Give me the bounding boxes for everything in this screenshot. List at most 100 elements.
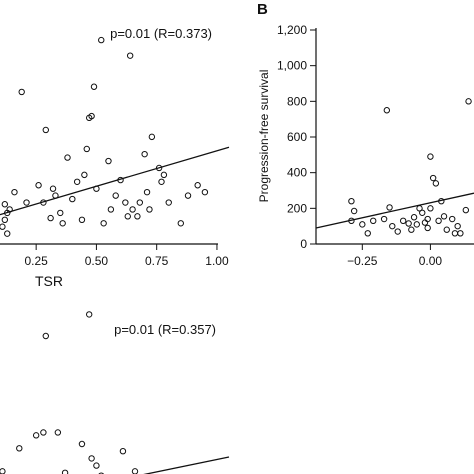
panel-a-x-tick-label: 1.00 bbox=[205, 254, 229, 268]
panel-a-point bbox=[105, 157, 112, 165]
panel-b-point bbox=[427, 205, 434, 212]
panel-c-point bbox=[119, 448, 127, 455]
panel-a-point bbox=[129, 206, 136, 213]
panel-b-point bbox=[449, 215, 456, 223]
panel-b-y-tick-label: 0 bbox=[300, 237, 307, 251]
panel-b-y-tick-label: 600 bbox=[287, 130, 307, 144]
panel-c-point bbox=[32, 432, 40, 439]
panel-a-point bbox=[160, 171, 168, 179]
panel-a-point bbox=[107, 206, 115, 213]
panel-a-point bbox=[122, 199, 129, 206]
panel-a-point bbox=[124, 213, 131, 220]
panel-c: p=0.01 (R=0.357) bbox=[0, 311, 230, 474]
panel-a-point bbox=[158, 178, 165, 185]
panel-a-point bbox=[83, 145, 90, 153]
panel-b-point bbox=[429, 174, 437, 182]
panel-c-point bbox=[54, 429, 62, 436]
panel-b-point bbox=[462, 206, 470, 214]
panel-a-point bbox=[23, 199, 30, 206]
panel-a-point bbox=[69, 195, 76, 203]
panel-a-point bbox=[143, 188, 151, 196]
panel-b-point bbox=[454, 222, 461, 230]
panel-b-point bbox=[435, 217, 442, 225]
panel-c-points bbox=[0, 311, 139, 474]
panel-a-point bbox=[184, 192, 192, 199]
panel-c-point bbox=[98, 472, 104, 474]
panel-b-point bbox=[389, 222, 396, 230]
panel-b-point bbox=[370, 217, 377, 225]
panel-a-point bbox=[88, 112, 95, 120]
panel-b-point bbox=[457, 230, 464, 237]
panel-a-point bbox=[146, 206, 153, 213]
panel-b-y-tick-label: 1,000 bbox=[277, 59, 307, 73]
panel-a-point bbox=[57, 209, 64, 217]
panel-a-point bbox=[100, 220, 107, 227]
panel-b-point bbox=[451, 230, 459, 237]
panel-a-x-ticks: 0.25 0.50 0.75 1.00 bbox=[24, 244, 229, 268]
panel-b-y-tick-label: 1,200 bbox=[277, 23, 307, 37]
panel-a-point bbox=[59, 220, 66, 227]
panel-b-point bbox=[416, 205, 423, 212]
panel-b-x-tick-label: −0.25 bbox=[347, 254, 378, 268]
panel-b-point bbox=[380, 215, 388, 223]
panel-b-letter: B bbox=[257, 1, 268, 18]
panel-c-point bbox=[0, 468, 6, 474]
panel-c-point bbox=[61, 469, 69, 474]
panel-a-point bbox=[0, 223, 6, 230]
panel-a-point bbox=[18, 88, 25, 96]
panel-a-point bbox=[141, 150, 148, 158]
panel-c-stat-label: p=0.01 (R=0.357) bbox=[114, 322, 216, 337]
panel-b-point bbox=[424, 224, 431, 232]
panel-a-point bbox=[1, 216, 9, 224]
panel-b-point bbox=[359, 221, 366, 228]
panel-b-point bbox=[440, 213, 448, 220]
panel-a-point bbox=[201, 188, 209, 196]
panel-a-point bbox=[1, 201, 9, 208]
panel-b-fit-line bbox=[315, 192, 474, 229]
panel-a-fit-line bbox=[0, 146, 230, 216]
panel-b-point bbox=[348, 217, 355, 225]
panel-a-point bbox=[155, 164, 163, 172]
panel-a-point bbox=[165, 199, 172, 206]
panel-a-point bbox=[134, 213, 141, 220]
panel-b-y-label: Progression-free survival bbox=[257, 70, 271, 203]
panel-b-point bbox=[427, 153, 434, 160]
panel-a-x-tick-label: 0.75 bbox=[145, 254, 169, 268]
panel-a-points bbox=[0, 36, 209, 237]
panel-a-stat-label: p=0.01 (R=0.373) bbox=[110, 26, 212, 41]
panel-b-point bbox=[413, 221, 420, 228]
panel-a-point bbox=[4, 209, 11, 217]
panel-b-y-tick-label: 400 bbox=[287, 166, 307, 180]
panel-a-point bbox=[11, 188, 18, 196]
panel-c-point bbox=[93, 462, 100, 469]
panel-b-point bbox=[443, 226, 450, 233]
panel-a-point bbox=[78, 216, 86, 224]
panel-a-point bbox=[35, 182, 42, 189]
panel-b-point bbox=[383, 107, 391, 114]
panel-a-x-tick-label: 0.25 bbox=[24, 254, 48, 268]
panel-b-point bbox=[364, 230, 371, 237]
panel-a-point bbox=[136, 199, 144, 206]
panel-a-point bbox=[49, 185, 57, 192]
panel-b-y-tick-label: 200 bbox=[287, 201, 307, 215]
panel-c-point bbox=[78, 440, 86, 448]
panel-c-point bbox=[42, 332, 49, 340]
panel-c-point bbox=[131, 468, 139, 474]
panel-a-point bbox=[64, 154, 71, 161]
panel-a-point bbox=[52, 192, 59, 199]
panel-a-point bbox=[126, 52, 134, 59]
panel-a-point bbox=[117, 176, 124, 184]
panel-a-point bbox=[47, 214, 54, 222]
panel-b-point bbox=[348, 198, 355, 205]
panel-c-fit-line bbox=[143, 456, 230, 474]
panel-a-point bbox=[93, 185, 100, 192]
panel-b-points bbox=[348, 98, 472, 237]
panel-b-x-tick-label: 0.00 bbox=[419, 254, 443, 268]
panel-a-point bbox=[98, 36, 105, 44]
panel-b-point bbox=[438, 198, 445, 205]
panel-c-point bbox=[16, 445, 23, 452]
panel-b-point bbox=[432, 180, 440, 187]
panel-b-x-ticks: −0.25 0.00 bbox=[347, 244, 442, 268]
panel-b-point bbox=[408, 226, 415, 233]
